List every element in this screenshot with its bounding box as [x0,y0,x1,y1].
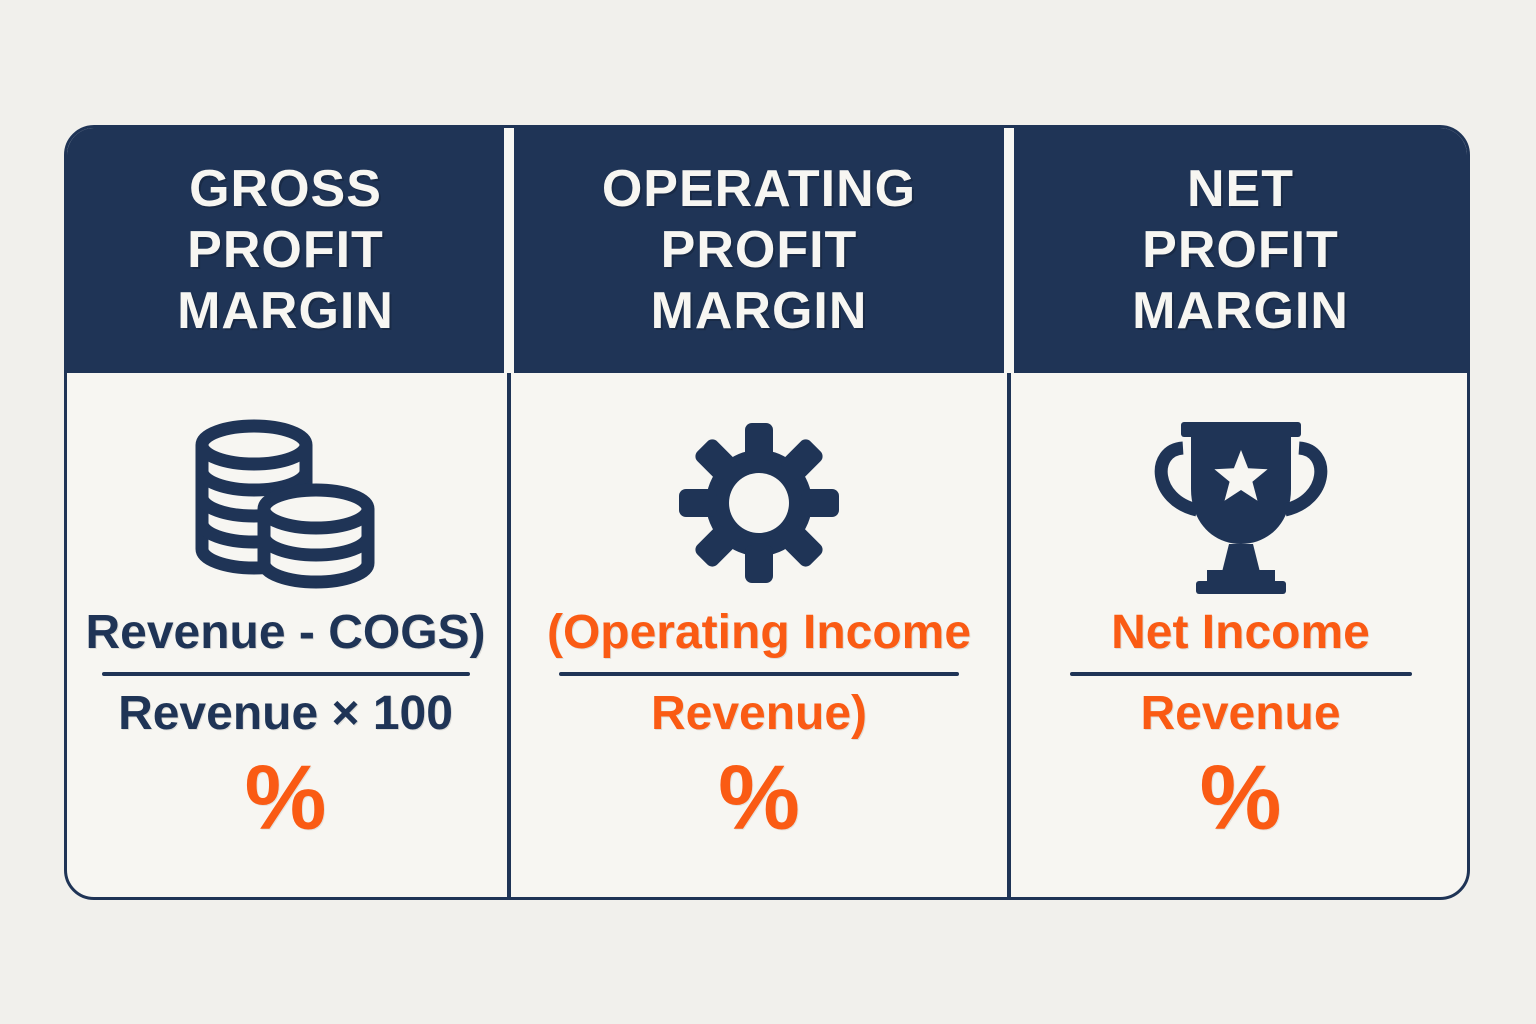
column-gross-profit-margin: Revenue - COGS) Revenue × 100 % [67,373,504,897]
formula-numerator: Net Income [1111,606,1370,659]
percent-symbol: % [718,746,800,849]
fraction-bar [559,671,959,676]
column-net-profit-margin: Net Income Revenue % [1014,373,1467,897]
formula-denominator: Revenue × 100 [118,686,453,740]
header-net-profit-margin: NET PROFIT MARGIN [1014,128,1467,373]
header-line: PROFIT [187,221,384,279]
header-line: OPERATING [601,160,917,218]
formula-denominator: Revenue [1140,686,1341,740]
coin-stack-icon [188,417,384,589]
header-operating-profit-margin: OPERATING PROFIT MARGIN [514,128,1004,373]
header-gap [1004,128,1014,373]
column-divider [1004,373,1014,897]
fraction-bar [1069,671,1412,676]
header-line: GROSS [189,160,382,218]
formula-numerator: Revenue - COGS) [85,606,486,659]
body-row: Revenue - COGS) Revenue × 100 % [67,373,1467,897]
column-divider [504,373,514,897]
header-gap [504,128,514,373]
header-line: PROFIT [1142,221,1339,279]
header-line: MARGIN [177,282,394,340]
headers-row: GROSS PROFIT MARGIN OPERATING PROFIT MAR… [67,128,1467,373]
trophy-icon [1141,417,1341,594]
column-operating-profit-margin: (Operating Income Revenue) % [514,373,1004,897]
header-line: MARGIN [1132,282,1349,340]
fraction-bar [101,671,470,676]
formula-numerator: (Operating Income [546,606,972,659]
header-line: MARGIN [650,282,868,340]
formula-denominator: Revenue) [650,686,868,740]
percent-symbol: % [244,746,327,849]
header-gross-profit-margin: GROSS PROFIT MARGIN [67,128,504,373]
percent-symbol: % [1199,746,1282,849]
header-line: PROFIT [660,221,858,279]
profit-margins-card: GROSS PROFIT MARGIN OPERATING PROFIT MAR… [64,125,1470,900]
header-line: NET [1187,160,1294,218]
gear-icon [673,417,845,589]
